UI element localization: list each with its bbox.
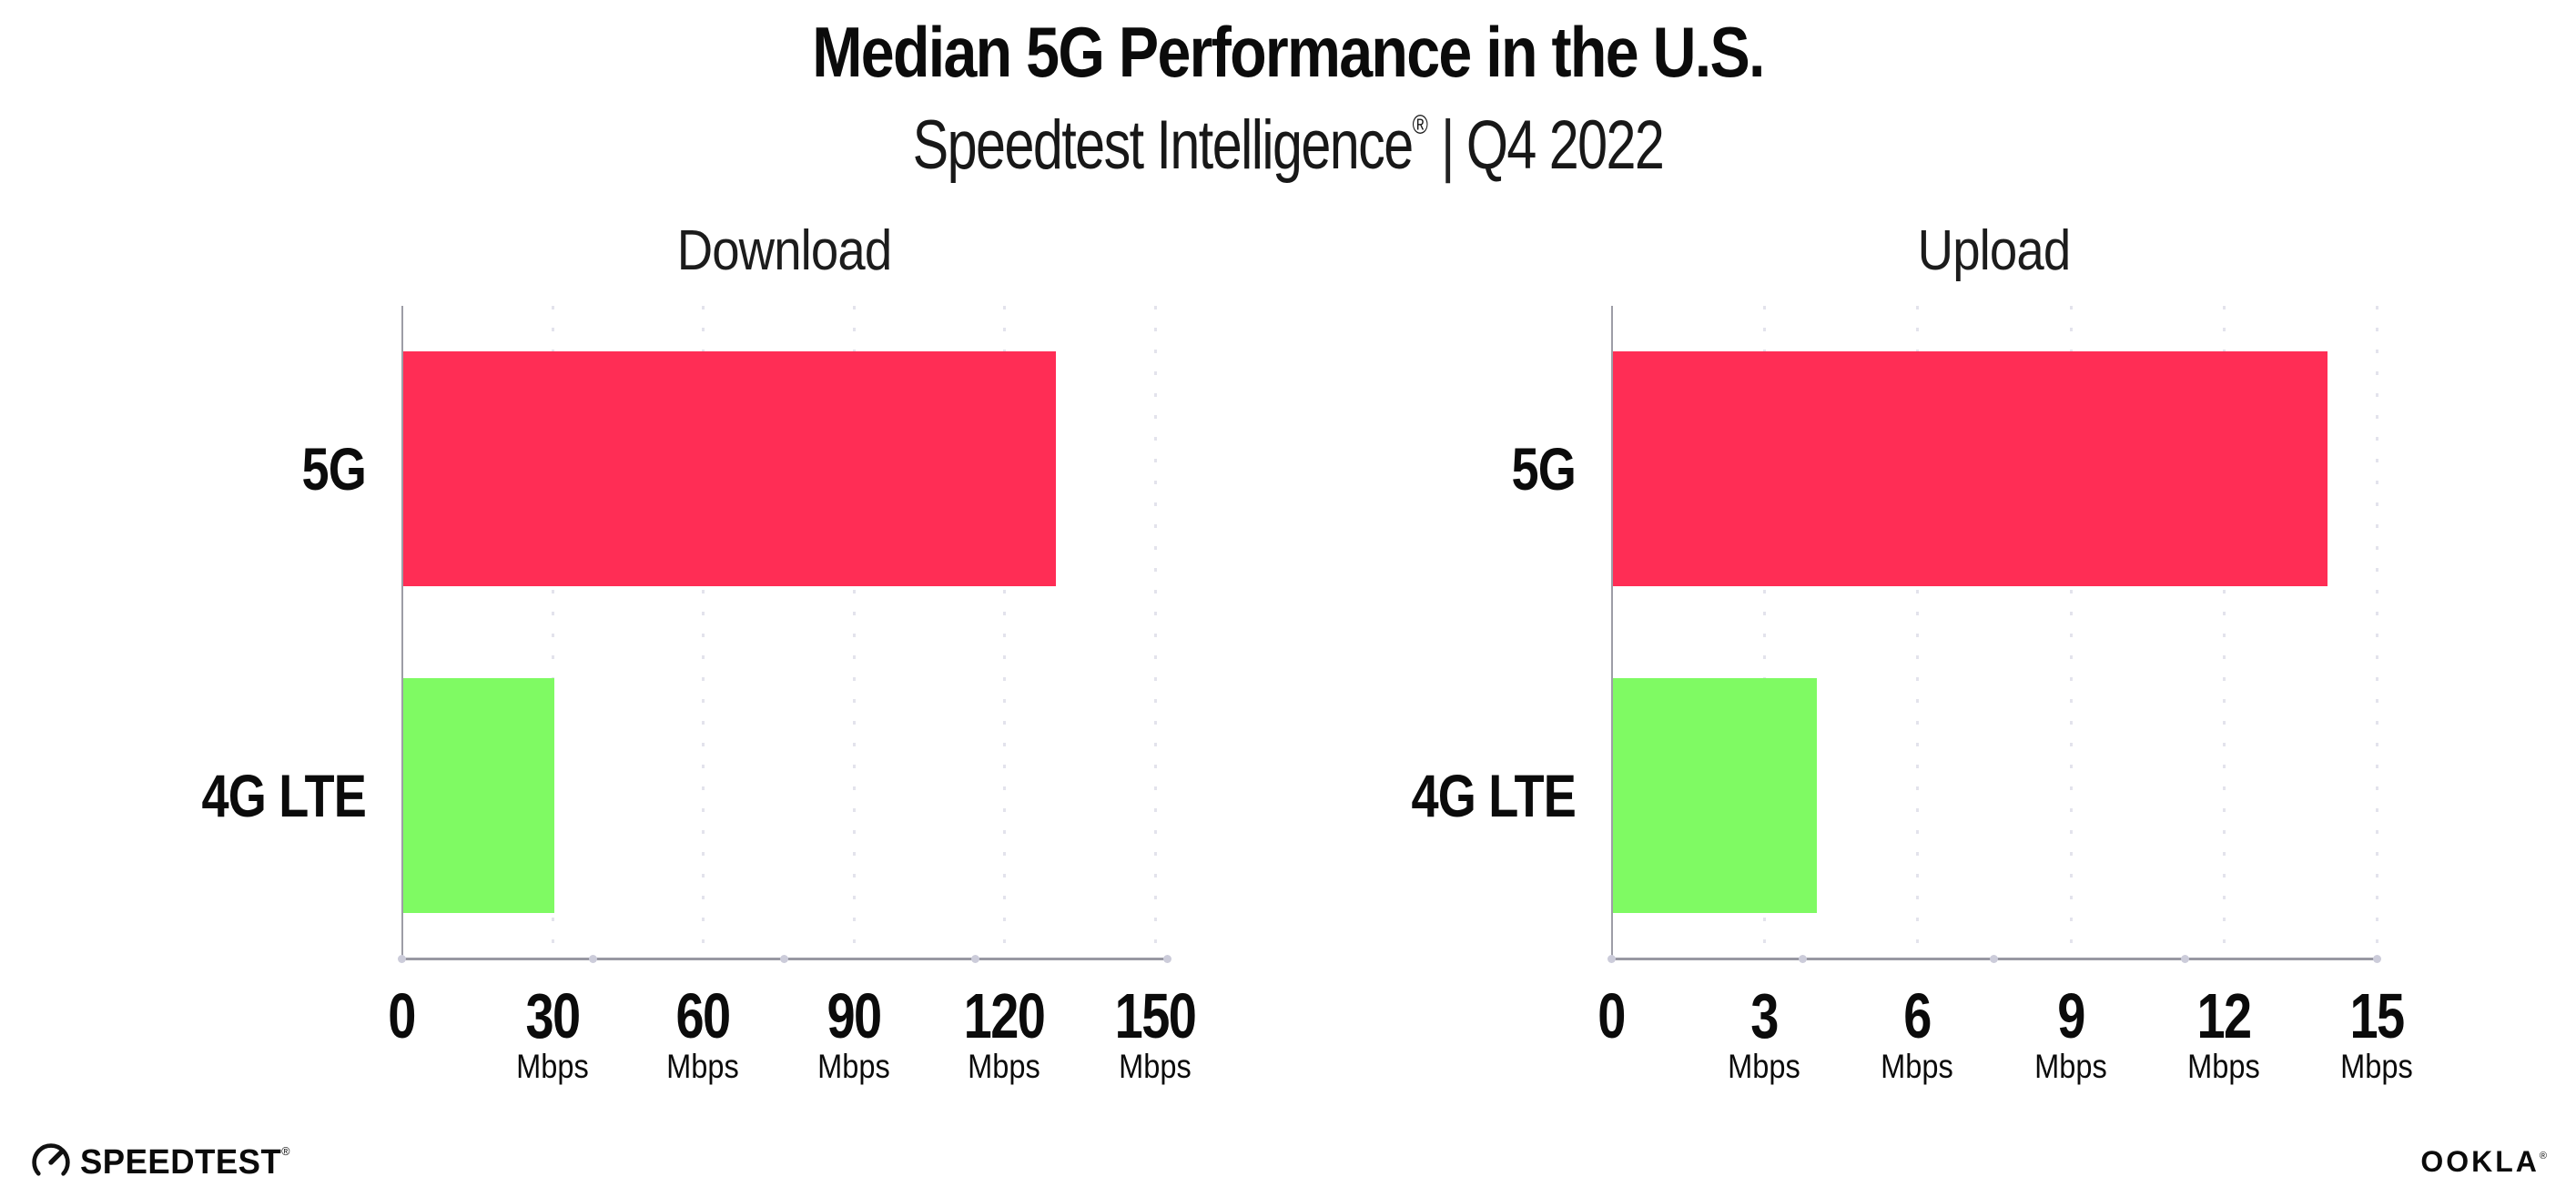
speedtest-wordmark: SPEEDTEST®	[80, 1142, 290, 1182]
axis-dot	[1162, 954, 1171, 963]
category-label-4g-lte-upload: 4G LTE	[1411, 762, 1576, 829]
x-tick-label: 12	[2196, 980, 2252, 1051]
x-tick-0: 0	[329, 980, 474, 1051]
axis-dot	[1798, 954, 1807, 963]
registered-trademark-symbol: ®	[1412, 110, 1428, 140]
x-tick-150: 150 Mbps	[1082, 980, 1228, 1085]
x-tick-label: 120	[963, 980, 1046, 1051]
x-tick-120: 120 Mbps	[931, 980, 1077, 1085]
x-tick-12: 12 Mbps	[2151, 980, 2297, 1085]
x-tick-label: 3	[1750, 980, 1779, 1051]
x-tick-unit-label: Mbps	[666, 1048, 739, 1085]
download-chart-plot: 0 30 Mbps 60 Mbps 90 Mbps 120 Mbps 150 Mbps	[388, 306, 1196, 1083]
speedtest-trademark-symbol: ®	[281, 1143, 290, 1158]
x-tick-60: 60 Mbps	[630, 980, 776, 1085]
upload-chart-plot: 0 3 Mbps 6 Mbps 9 Mbps 12 Mbps 15 Mbps	[1597, 306, 2413, 1083]
x-tick-90: 90 Mbps	[781, 980, 927, 1085]
x-tick-unit-label: Mbps	[2033, 1048, 2107, 1085]
category-label-5g-download: 5G	[301, 435, 366, 502]
x-tick-label: 90	[826, 980, 882, 1051]
x-tick-unit-label: Mbps	[1728, 1048, 1800, 1085]
bar-5g	[1613, 351, 2328, 586]
x-tick-15: 15 Mbps	[2304, 980, 2449, 1085]
axis-dot	[780, 954, 788, 963]
bar-4g-lte	[403, 678, 554, 913]
ookla-logo: OOKLA®	[2420, 1145, 2547, 1179]
x-tick-unit-label: Mbps	[816, 1048, 890, 1085]
subtitle-brand: Speedtest Intelligence	[912, 107, 1415, 184]
gridline-150-mbps	[1153, 306, 1157, 959]
gridline-60-mbps	[702, 306, 705, 959]
x-tick-label: 15	[2349, 980, 2405, 1051]
gridline-30-mbps	[551, 306, 554, 959]
x-tick-unit-label: Mbps	[2340, 1048, 2413, 1085]
category-label-4g-lte-download: 4G LTE	[201, 762, 366, 829]
x-tick-label: 60	[675, 980, 731, 1051]
x-tick-9: 9 Mbps	[1998, 980, 2144, 1085]
bar-4g-lte	[1613, 678, 1818, 913]
category-label-5g-upload: 5G	[1511, 435, 1576, 502]
x-tick-label: 0	[388, 980, 416, 1051]
x-tick-label: 9	[2056, 980, 2085, 1051]
x-tick-unit-label: Mbps	[515, 1048, 589, 1085]
x-tick-label: 0	[1597, 980, 1626, 1051]
chart-title-download: Download	[676, 219, 892, 282]
y-axis-line	[1611, 306, 1613, 959]
x-tick-label: 30	[524, 980, 581, 1051]
speedtest-gauge-icon	[32, 1143, 70, 1182]
x-tick-6: 6 Mbps	[1844, 980, 1990, 1085]
speedtest-logo: SPEEDTEST®	[30, 1141, 299, 1183]
gridline-120-mbps	[1003, 306, 1006, 959]
axis-dot	[397, 954, 406, 963]
x-tick-0: 0	[1538, 980, 1684, 1051]
gridline-3-mbps	[1763, 306, 1767, 959]
x-tick-unit-label: Mbps	[968, 1048, 1040, 1085]
gridline-15-mbps	[2376, 306, 2378, 959]
gridline-6-mbps	[1916, 306, 1920, 959]
axis-dot	[1607, 954, 1616, 963]
x-tick-unit-label: Mbps	[1881, 1048, 1954, 1085]
gridline-90-mbps	[852, 306, 856, 959]
axis-dot	[2372, 954, 2381, 963]
page-title: Median 5G Performance in the U.S.	[812, 12, 1765, 92]
chart-title-upload: Upload	[1917, 219, 2072, 282]
axis-dot	[2181, 954, 2190, 963]
x-tick-label: 6	[1903, 980, 1932, 1051]
subtitle-period: Q4 2022	[1465, 107, 1665, 184]
axis-dot	[971, 954, 980, 963]
gridline-12-mbps	[2222, 306, 2226, 959]
axis-dot	[1990, 954, 1998, 963]
subtitle-separator: |	[1440, 107, 1455, 184]
x-tick-unit-label: Mbps	[2186, 1048, 2260, 1085]
gridline-9-mbps	[2069, 306, 2073, 959]
ookla-wordmark: OOKLA	[2420, 1145, 2540, 1178]
page-subtitle: Speedtest Intelligence® | Q4 2022	[283, 106, 2292, 185]
x-tick-unit-label: Mbps	[1118, 1048, 1192, 1085]
y-axis-line	[401, 306, 403, 959]
x-tick-30: 30 Mbps	[480, 980, 625, 1085]
bar-5g	[403, 351, 1057, 586]
axis-dot	[588, 954, 597, 963]
x-tick-label: 150	[1114, 980, 1196, 1051]
x-tick-3: 3 Mbps	[1691, 980, 1837, 1085]
ookla-trademark-symbol: ®	[2539, 1151, 2547, 1161]
